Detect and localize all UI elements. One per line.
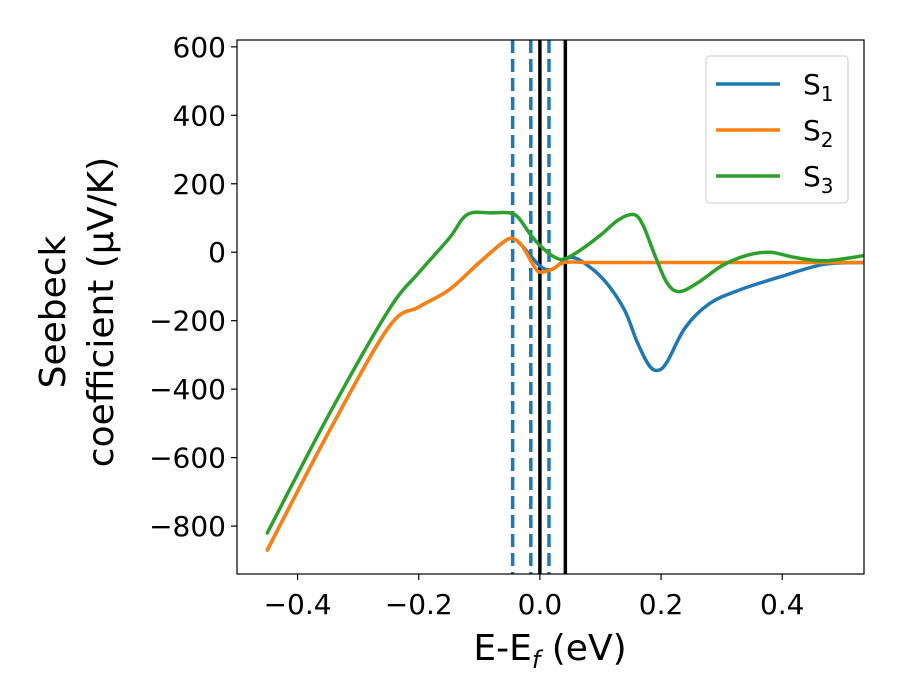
legend-label-s3: S3 bbox=[803, 160, 834, 198]
y-axis-title-line2: coefficient (μV/K) bbox=[81, 157, 122, 467]
x-tick-label: 0.0 bbox=[518, 588, 563, 621]
x-tick-label: −0.4 bbox=[264, 588, 332, 621]
y-tick-label: −800 bbox=[149, 510, 226, 543]
plot-frame bbox=[236, 39, 865, 575]
x-tick-label: −0.2 bbox=[385, 588, 453, 621]
y-tick-label: 0 bbox=[208, 236, 226, 269]
y-tick-label: 200 bbox=[173, 168, 226, 201]
x-axis-title-unit: (eV) bbox=[540, 628, 626, 669]
y-tick-label: −200 bbox=[149, 305, 226, 338]
x-tick-label: 0.2 bbox=[639, 588, 684, 621]
y-axis-ticks: 600 400 200 0 −200 −400 −600 −800 bbox=[149, 31, 237, 543]
legend: S1 S2 S3 bbox=[705, 55, 849, 204]
series-lines bbox=[265, 210, 864, 552]
x-axis-title: E-Ef (eV) bbox=[473, 628, 626, 674]
vertical-reference-lines bbox=[510, 40, 568, 574]
x-axis-ticks: −0.4 −0.2 0.0 0.2 0.4 bbox=[264, 574, 805, 621]
y-tick-label: 400 bbox=[173, 99, 226, 132]
x-axis-title-main: E-E bbox=[473, 628, 531, 669]
y-tick-label: 600 bbox=[173, 31, 226, 64]
series-line-s2 bbox=[265, 236, 864, 552]
y-tick-label: −600 bbox=[149, 442, 226, 475]
y-axis-title-line1: Seebeck bbox=[33, 235, 74, 388]
legend-label-s1: S1 bbox=[803, 68, 834, 106]
series-line-s3 bbox=[265, 210, 864, 535]
x-tick-label: 0.4 bbox=[760, 588, 805, 621]
y-tick-label: −400 bbox=[149, 373, 226, 406]
legend-label-s2: S2 bbox=[803, 114, 834, 152]
